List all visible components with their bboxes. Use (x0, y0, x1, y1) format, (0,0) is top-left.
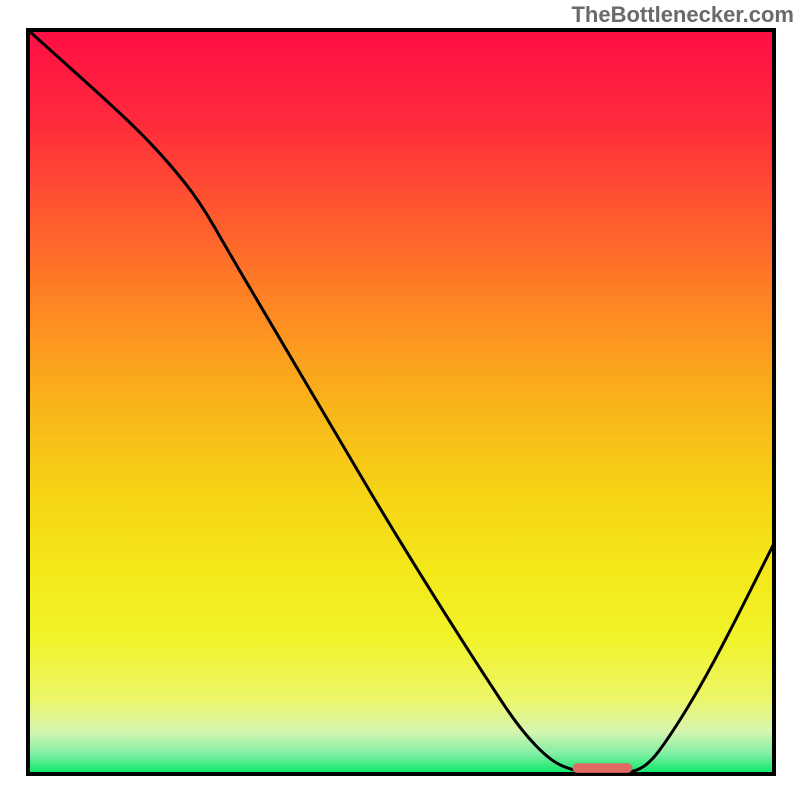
chart-container: TheBottlenecker.com (0, 0, 800, 800)
watermark-label: TheBottlenecker.com (571, 2, 794, 28)
chart-svg (0, 0, 800, 800)
